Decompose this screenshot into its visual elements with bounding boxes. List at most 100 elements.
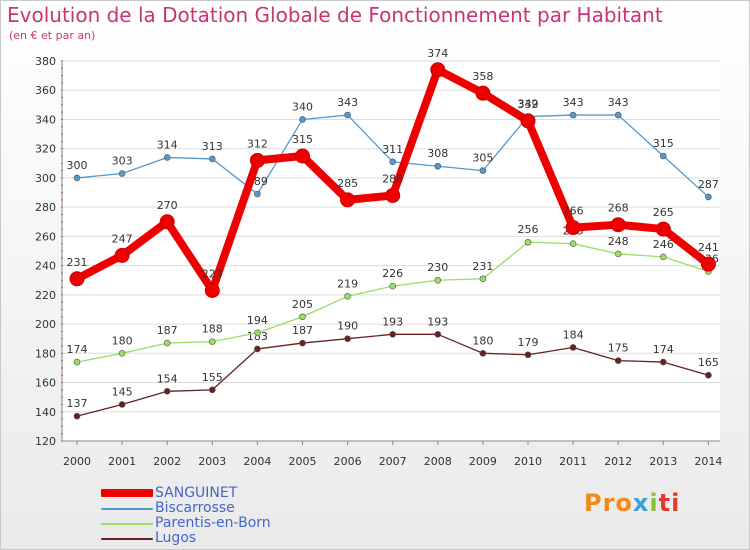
legend-label-lugos: Lugos xyxy=(155,530,197,546)
point-sanguinet-2004 xyxy=(249,152,265,168)
point-parentis-en-born-2003 xyxy=(209,338,216,345)
point-lugos-2011 xyxy=(569,344,577,351)
y-tick-label-380: 380 xyxy=(35,55,56,68)
point-parentis-en-born-2007 xyxy=(389,282,397,290)
data-label-sanguinet-2002: 270 xyxy=(157,199,178,212)
x-tick-label-2001: 2001 xyxy=(108,455,136,468)
point-parentis-en-born-2011 xyxy=(569,240,577,247)
data-label-biscarrosse-2007: 311 xyxy=(382,143,403,156)
data-label-lugos-2001: 145 xyxy=(112,385,133,398)
x-tick-label-2006: 2006 xyxy=(334,455,362,468)
data-label-parentis-en-born-2009: 231 xyxy=(472,260,493,273)
data-label-lugos-2004: 183 xyxy=(247,330,268,343)
data-label-sanguinet-2014: 241 xyxy=(698,241,719,254)
point-parentis-en-born-2008 xyxy=(434,276,442,284)
point-sanguinet-2000 xyxy=(69,271,85,287)
data-label-sanguinet-2013: 265 xyxy=(653,206,674,219)
data-label-biscarrosse-2010: 342 xyxy=(518,98,539,111)
point-sanguinet-2002 xyxy=(159,214,175,230)
point-sanguinet-2006 xyxy=(340,192,356,208)
data-label-parentis-en-born-2003: 188 xyxy=(202,323,223,336)
data-label-lugos-2000: 137 xyxy=(67,397,88,410)
data-label-lugos-2014: 165 xyxy=(698,356,719,369)
data-label-sanguinet-2010: 339 xyxy=(518,98,539,111)
data-label-parentis-en-born-2007: 226 xyxy=(382,267,403,280)
x-tick-label-2004: 2004 xyxy=(243,455,271,468)
data-label-biscarrosse-2009: 305 xyxy=(472,152,493,165)
legend-swatch-parentis xyxy=(101,523,153,525)
x-tick-label-2010: 2010 xyxy=(514,455,542,468)
data-label-parentis-en-born-2013: 246 xyxy=(653,238,674,251)
chart-title: Evolution de la Dotation Globale de Fonc… xyxy=(7,3,663,27)
data-label-lugos-2008: 193 xyxy=(427,315,448,328)
x-tick-label-2011: 2011 xyxy=(559,455,587,468)
y-tick-label-240: 240 xyxy=(35,260,56,273)
point-biscarrosse-2013 xyxy=(659,152,667,160)
x-tick-label-2008: 2008 xyxy=(424,455,452,468)
data-label-parentis-en-born-2005: 205 xyxy=(292,298,313,311)
point-sanguinet-2013 xyxy=(655,221,671,237)
data-label-biscarrosse-2003: 313 xyxy=(202,140,223,153)
data-label-sanguinet-2005: 315 xyxy=(292,133,313,146)
y-tick-label-220: 220 xyxy=(35,289,56,302)
point-lugos-2005 xyxy=(299,339,306,347)
x-tick-label-2014: 2014 xyxy=(694,455,722,468)
data-label-biscarrosse-2012: 343 xyxy=(608,96,629,109)
data-label-biscarrosse-2014: 287 xyxy=(698,178,719,191)
legend-label-biscarrosse: Biscarrosse xyxy=(155,500,235,516)
point-biscarrosse-2004 xyxy=(254,190,261,198)
point-parentis-en-born-2012 xyxy=(614,250,622,258)
point-parentis-en-born-2006 xyxy=(344,293,351,300)
x-tick-label-2009: 2009 xyxy=(469,455,497,468)
data-label-lugos-2009: 180 xyxy=(472,334,493,347)
point-biscarrosse-2007 xyxy=(389,158,397,166)
y-tick-label-120: 120 xyxy=(35,435,56,448)
data-label-parentis-en-born-2001: 180 xyxy=(112,334,133,347)
point-lugos-2012 xyxy=(614,357,622,364)
point-lugos-2010 xyxy=(524,351,532,359)
point-sanguinet-2011 xyxy=(565,220,581,236)
point-biscarrosse-2003 xyxy=(209,155,216,163)
point-biscarrosse-2001 xyxy=(118,170,126,177)
data-label-parentis-en-born-2010: 256 xyxy=(518,223,539,236)
data-label-lugos-2007: 193 xyxy=(382,315,403,328)
point-parentis-en-born-2001 xyxy=(118,350,126,357)
line-chart: 120 140 160 180 200 220 240 260 280 300 320 340 360 3… xyxy=(35,47,722,468)
x-tick-label-2012: 2012 xyxy=(604,455,632,468)
data-label-biscarrosse-2008: 308 xyxy=(427,147,448,160)
y-tick-label-360: 360 xyxy=(35,84,56,97)
point-lugos-2013 xyxy=(659,358,667,366)
data-label-biscarrosse-2006: 343 xyxy=(337,96,358,109)
data-label-biscarrosse-2000: 300 xyxy=(67,159,88,172)
point-biscarrosse-2000 xyxy=(73,174,81,182)
proxiti-logo: Proxiti xyxy=(584,489,681,517)
data-label-sanguinet-2007: 288 xyxy=(382,172,403,185)
point-biscarrosse-2009 xyxy=(479,167,487,174)
y-tick-label-260: 260 xyxy=(35,230,56,243)
point-lugos-2009 xyxy=(479,350,487,357)
point-lugos-2006 xyxy=(344,335,351,342)
data-label-lugos-2006: 190 xyxy=(337,320,358,333)
data-label-sanguinet-2004: 312 xyxy=(247,137,268,150)
y-tick-label-200: 200 xyxy=(35,318,56,331)
data-label-lugos-2002: 154 xyxy=(157,372,178,385)
point-biscarrosse-2014 xyxy=(705,193,712,201)
data-label-parentis-en-born-2000: 174 xyxy=(67,343,88,356)
data-label-parentis-en-born-2004: 194 xyxy=(247,314,268,327)
data-label-lugos-2010: 179 xyxy=(518,336,539,349)
data-label-parentis-en-born-2008: 230 xyxy=(427,261,448,274)
data-label-biscarrosse-2005: 340 xyxy=(292,100,313,113)
data-label-parentis-en-born-2006: 219 xyxy=(337,277,358,290)
point-parentis-en-born-2013 xyxy=(659,253,667,261)
data-label-sanguinet-2006: 285 xyxy=(337,177,358,190)
legend-label-sanguinet: SANGUINET xyxy=(155,485,238,501)
data-label-sanguinet-2012: 268 xyxy=(608,202,629,215)
point-parentis-en-born-2000 xyxy=(73,358,81,366)
point-sanguinet-2009 xyxy=(475,85,491,101)
point-sanguinet-2005 xyxy=(295,148,310,164)
legend-swatch-biscarrosse xyxy=(101,508,153,510)
point-lugos-2007 xyxy=(389,331,397,338)
point-biscarrosse-2005 xyxy=(299,116,306,123)
data-label-lugos-2012: 175 xyxy=(608,342,629,355)
